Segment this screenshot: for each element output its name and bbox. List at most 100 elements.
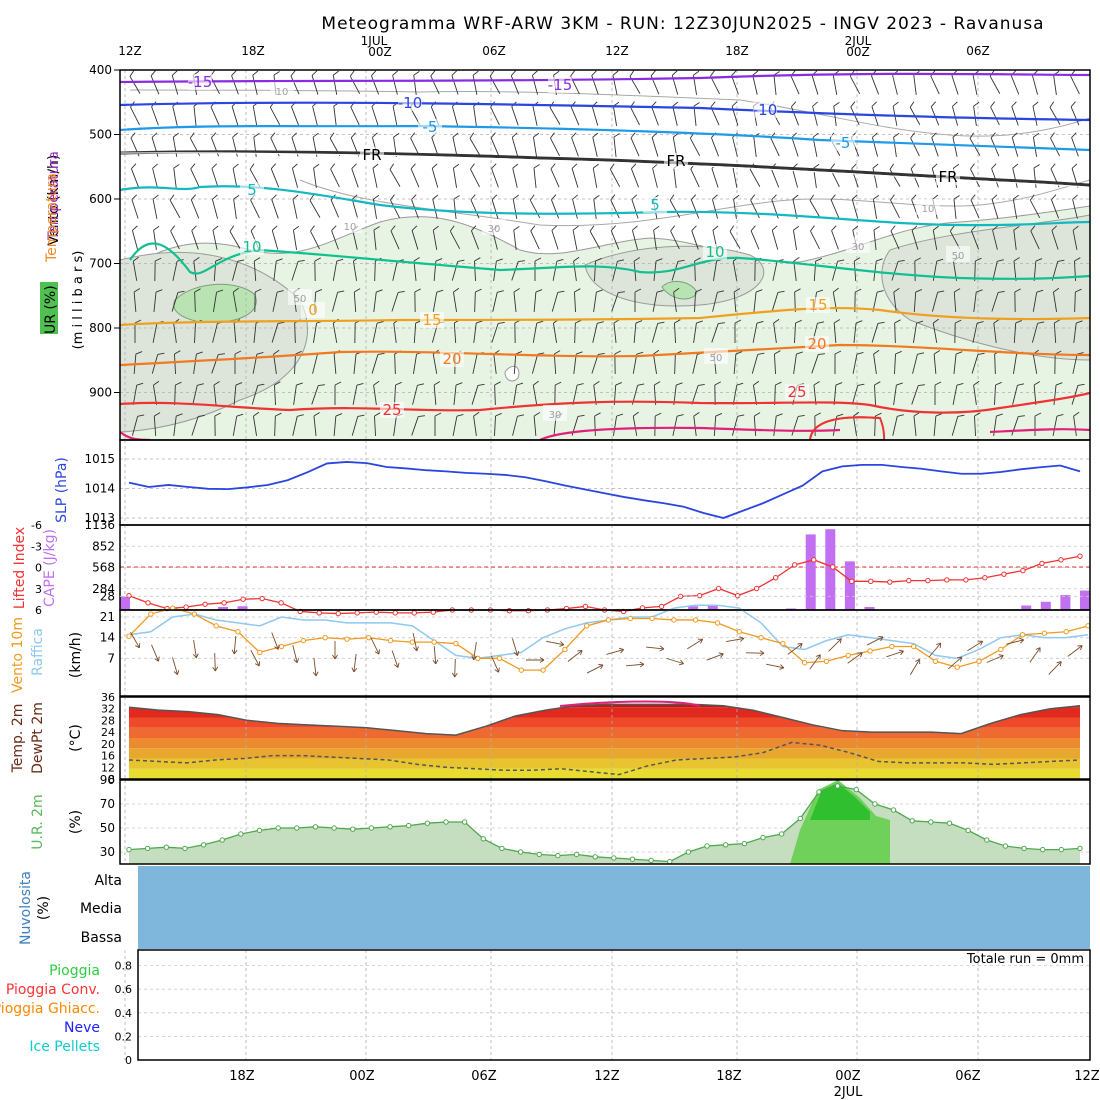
wind-arrow xyxy=(1067,645,1083,657)
wind-barb xyxy=(193,351,203,374)
wind-barb-staff xyxy=(970,199,980,219)
wind-barb-flag xyxy=(253,411,260,417)
rh-tick: 50 xyxy=(100,821,115,835)
wind-barb-staff xyxy=(790,75,800,95)
wind-barb-staff xyxy=(212,292,218,312)
li-point xyxy=(1077,553,1083,559)
wind-barb-staff xyxy=(1011,106,1019,126)
wind-barb-flag xyxy=(1033,132,1040,138)
wind-barb-staff xyxy=(211,354,219,374)
isotherm-20 xyxy=(120,343,1090,367)
li-point xyxy=(963,577,969,583)
wind-barb xyxy=(533,289,543,313)
wind-arrow xyxy=(511,638,520,656)
wind-barb-staff xyxy=(512,416,518,436)
temp-tick: 16 xyxy=(101,750,115,763)
rh2m-point xyxy=(853,786,859,793)
wind-barb xyxy=(912,352,925,374)
wind-barb-staff xyxy=(1013,261,1017,281)
wind-arrow xyxy=(412,633,419,652)
wind-barb-flag xyxy=(616,413,624,417)
wind-barb xyxy=(951,101,959,126)
wind-barb-staff xyxy=(472,354,478,374)
wind-barb-staff xyxy=(1012,385,1018,405)
rh2m-point xyxy=(760,834,766,841)
wind-barb-staff xyxy=(210,106,220,126)
iso-label-bg xyxy=(785,384,809,400)
wind-barb-flag xyxy=(293,225,300,231)
isotherm-10 xyxy=(129,242,1090,280)
wind-barb-staff xyxy=(1030,230,1040,250)
wind-barb xyxy=(373,226,380,250)
wind-barb-flag xyxy=(676,414,684,417)
wind-barb xyxy=(933,350,941,375)
wind-barb-flag xyxy=(575,319,582,324)
wind-barb-staff xyxy=(931,137,939,157)
wind-barb-flag xyxy=(491,194,498,200)
iso-label: FR xyxy=(362,146,381,164)
wind-arrow-shaft xyxy=(130,631,140,649)
wind-barb xyxy=(729,225,741,249)
wind-barb xyxy=(572,225,579,250)
wind-barb-flag xyxy=(973,101,980,107)
wind-barb-flag xyxy=(135,351,143,355)
wind-barb-flag xyxy=(313,412,320,417)
wind-barb-flag xyxy=(237,259,245,262)
wind-barb xyxy=(231,259,245,281)
rh2m-point xyxy=(965,827,971,834)
wind-barb-staff xyxy=(1029,199,1041,219)
wind-barb xyxy=(531,352,545,374)
wind-barb-staff xyxy=(174,384,176,406)
wind-barb-staff xyxy=(793,261,797,281)
wind-barb xyxy=(491,194,499,219)
wind-barb-staff xyxy=(1072,199,1078,219)
iso-label: 30 xyxy=(488,224,501,235)
temp-tick: 36 xyxy=(101,691,115,704)
wind-barb-flag xyxy=(935,413,943,417)
rh2m-point xyxy=(1040,846,1046,853)
wind-arrow-head xyxy=(135,643,141,649)
li-point xyxy=(1039,560,1045,567)
wind-barb xyxy=(993,318,1000,343)
wind-barb xyxy=(852,411,860,436)
wind-barb-flag xyxy=(776,413,783,417)
wind-barb-flag xyxy=(635,320,643,324)
wind-arrow-shaft xyxy=(292,645,298,663)
wind-barb-flag xyxy=(417,383,425,386)
wind-barb-flag xyxy=(490,132,496,139)
wind-barb-staff xyxy=(392,75,398,95)
temp-unit: (°C) xyxy=(68,724,84,752)
iso-label-bg xyxy=(188,74,212,90)
wind-barb xyxy=(914,257,921,282)
wind-barb-staff xyxy=(631,199,639,219)
wind-barb xyxy=(152,380,160,405)
rh-gray-area xyxy=(120,251,308,433)
wind-arrow xyxy=(847,652,863,664)
wind-barb xyxy=(171,290,185,312)
rain-tick: 0 xyxy=(125,1054,132,1067)
wind-barb-flag xyxy=(956,382,964,386)
wind-barb-flag xyxy=(491,163,497,169)
wind-point xyxy=(562,646,568,653)
wind-barb-staff xyxy=(172,106,178,126)
wind-barb-staff xyxy=(331,230,339,250)
wind-barb-flag xyxy=(329,132,335,139)
wind-barb xyxy=(593,194,600,219)
wind-barb-flag xyxy=(1013,257,1020,262)
wind-arrow-head xyxy=(598,664,604,670)
wind-point xyxy=(518,667,525,673)
temp-band xyxy=(129,758,1080,769)
wind-barb-staff xyxy=(131,416,139,436)
wind-barb-flag xyxy=(1055,382,1063,386)
wind-barb-flag xyxy=(494,381,501,386)
wind-barb-flag xyxy=(234,350,242,355)
wind-barb-staff xyxy=(532,137,538,157)
wind-barb-staff xyxy=(890,230,900,250)
wind-barb-staff xyxy=(594,260,596,282)
wind-barb-flag xyxy=(275,412,282,417)
wind-barb-staff xyxy=(872,199,878,219)
wind-barb-flag xyxy=(554,350,561,355)
wind-barb-staff xyxy=(911,199,919,219)
upper-ylabel-wind: Vento (km/h) xyxy=(46,155,62,246)
